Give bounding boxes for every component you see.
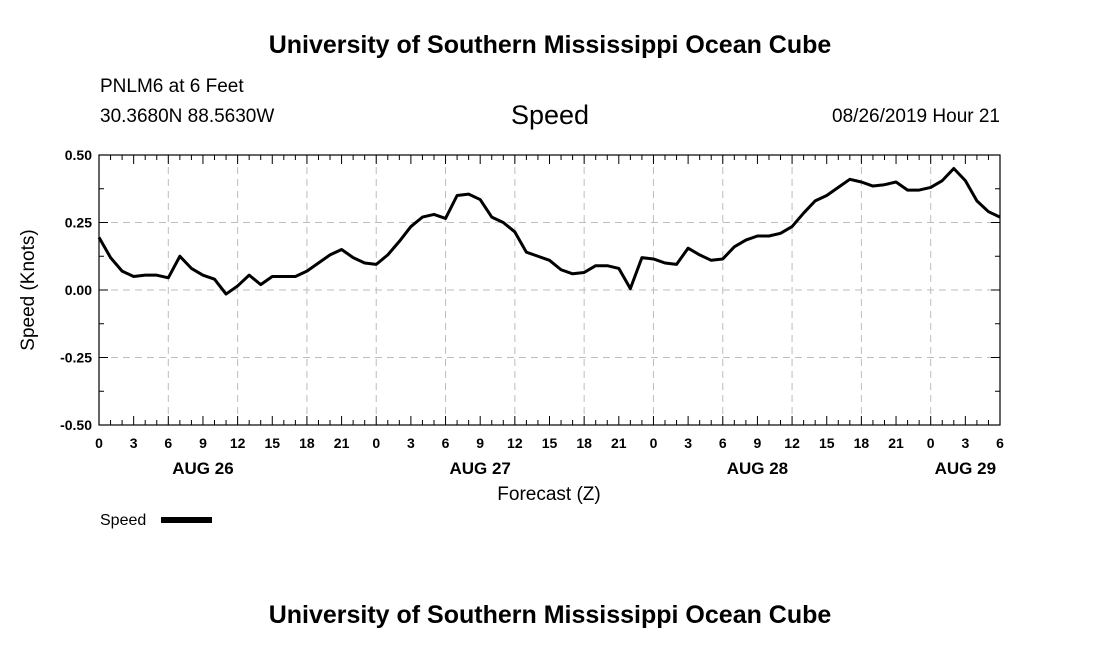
page-title: University of Southern Mississippi Ocean… [268,31,832,59]
y-tick-label: 0.00 [65,282,92,298]
x-tick-label: 12 [784,435,800,451]
x-tick-label: 9 [476,435,484,451]
x-tick-label: 9 [199,435,207,451]
date-label: AUG 26 [172,459,233,478]
x-tick-label: 3 [407,435,415,451]
issued-time-label: 08/26/2019 Hour 21 [832,106,1000,127]
x-tick-label: 18 [299,435,315,451]
x-tick-label: 15 [264,435,280,451]
chart-title: Speed [510,100,590,130]
x-tick-label: 3 [684,435,692,451]
x-tick-label: 15 [542,435,558,451]
x-tick-label: 0 [650,435,658,451]
y-tick-label: -0.25 [60,350,92,366]
footer-title: University of Southern Mississippi Ocean… [268,601,832,629]
x-tick-label: 12 [230,435,246,451]
x-tick-label: 3 [961,435,969,451]
date-label: AUG 29 [935,459,996,478]
x-tick-label: 0 [372,435,380,451]
x-tick-label: 3 [130,435,138,451]
x-tick-label: 0 [927,435,935,451]
grid-lines [99,155,1000,425]
x-tick-label: 18 [854,435,870,451]
axis-ticks [98,154,1001,426]
x-tick-label: 9 [754,435,762,451]
x-tick-label: 6 [719,435,727,451]
y-axis-label: Speed (Knots) [18,229,39,350]
x-tick-label: 18 [576,435,592,451]
x-tick-label: 21 [888,435,904,451]
x-axis-label: Forecast (Z) [497,484,600,505]
axis-labels: -0.50 -0.25 0.00 0.25 0.50 0 3 6 9 12 15 18 21 0 3 6 9 12… [60,147,1004,478]
x-tick-label: 15 [819,435,835,451]
x-tick-label: 0 [95,435,103,451]
x-tick-label: 6 [164,435,172,451]
x-tick-label: 6 [996,435,1004,451]
y-tick-label: 0.25 [65,215,92,231]
date-label: AUG 28 [727,459,788,478]
speed-series-line [97,167,1001,296]
legend-label: Speed [100,512,146,529]
x-tick-label: 21 [334,435,350,451]
y-tick-label: -0.50 [60,417,92,433]
x-tick-label: 12 [507,435,523,451]
date-label: AUG 27 [449,459,510,478]
station-label: PNLM6 at 6 Feet [100,76,244,97]
coordinates-label: 30.3680N 88.5630W [100,106,275,127]
x-tick-label: 6 [442,435,450,451]
x-tick-label: 21 [611,435,627,451]
y-tick-label: 0.50 [65,147,92,163]
